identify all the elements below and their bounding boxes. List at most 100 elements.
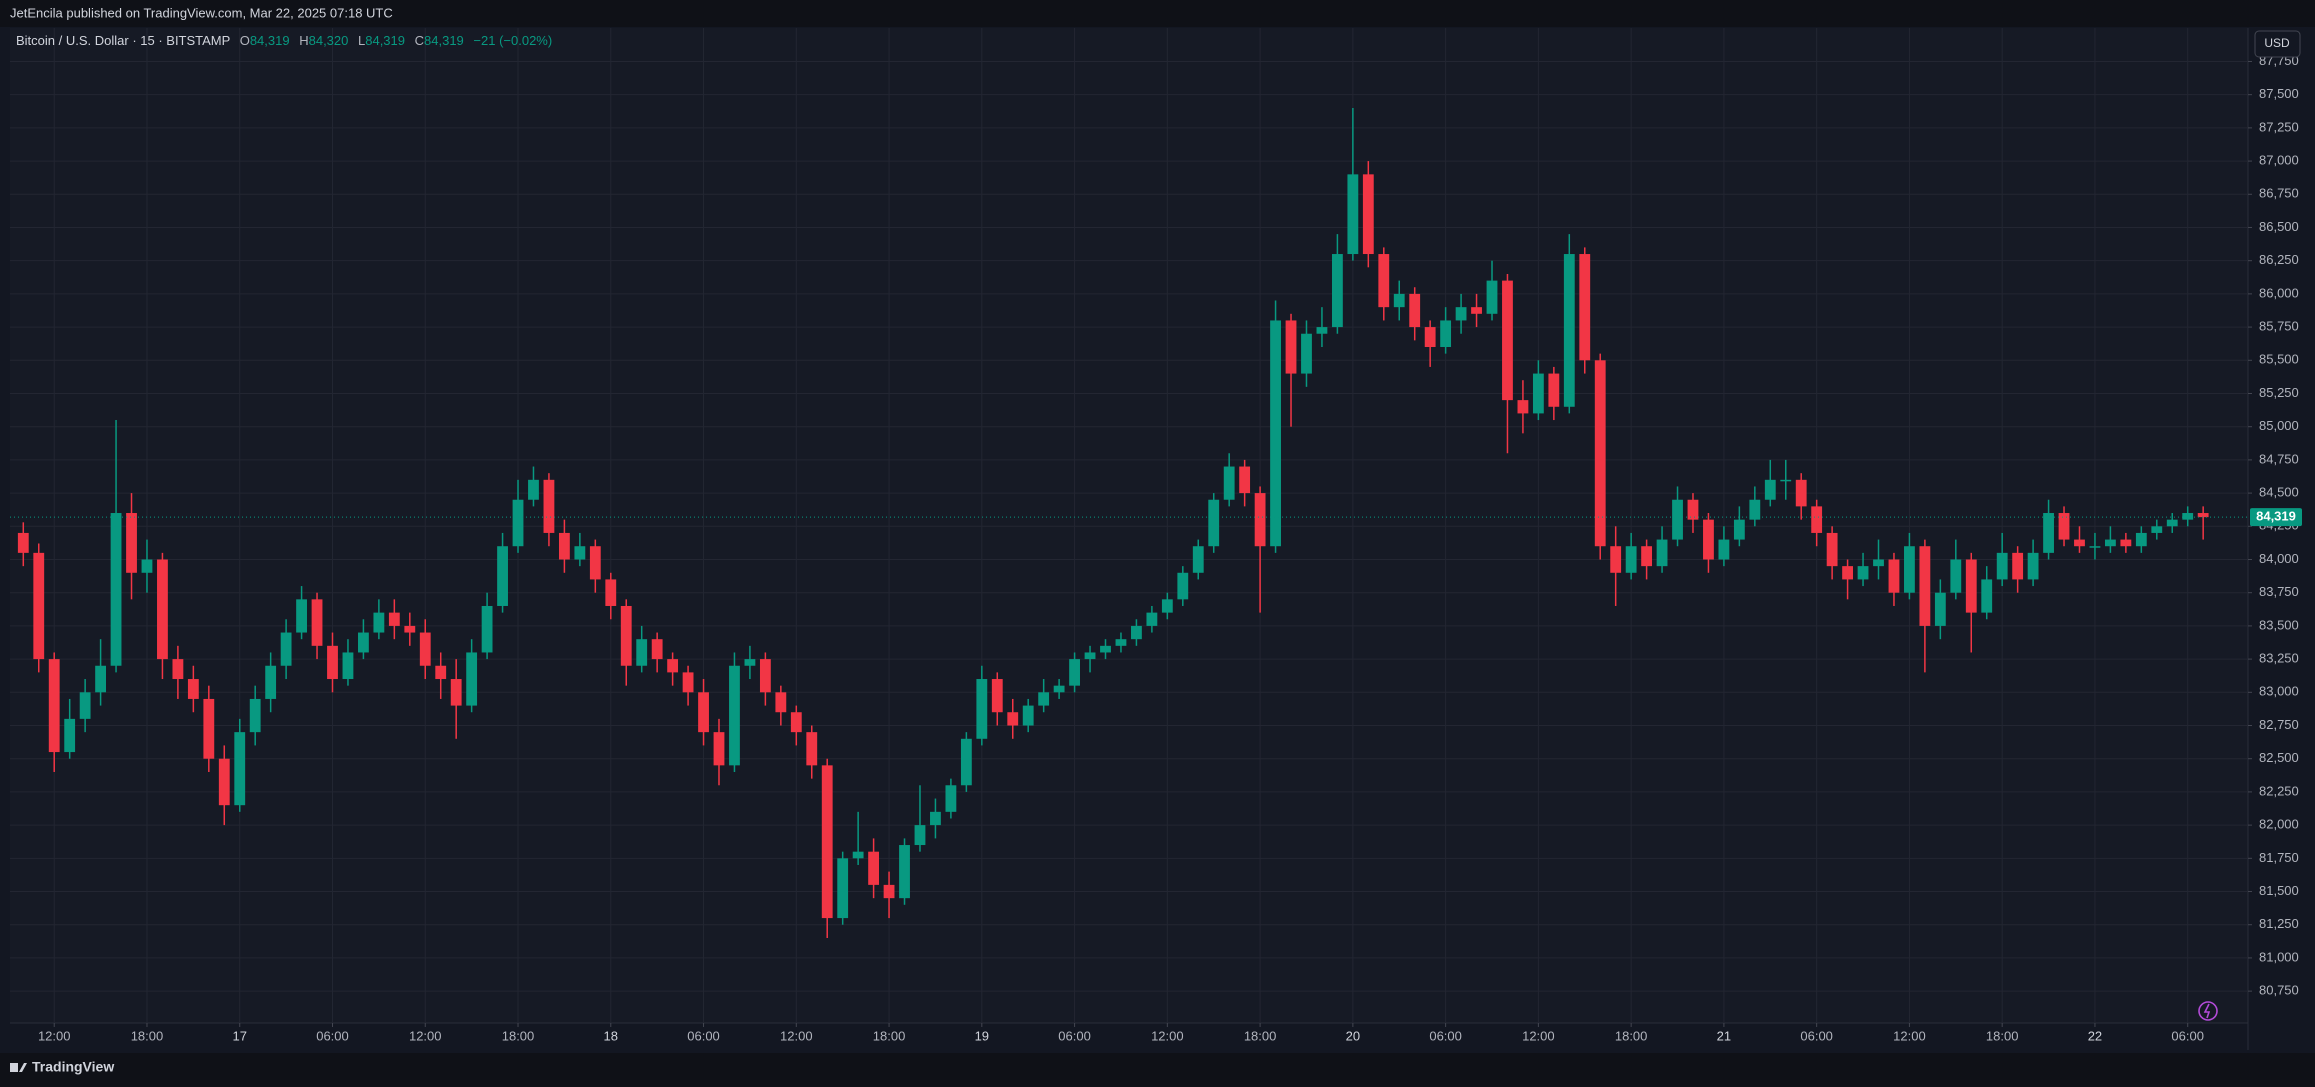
candle-body	[1873, 559, 1884, 567]
candle-body	[1563, 254, 1575, 407]
candle-body	[991, 679, 1003, 713]
y-tick-label: 87,250	[2259, 119, 2299, 134]
ohlc-value: 84,320	[309, 33, 349, 48]
candle-body	[1424, 327, 1436, 348]
x-tick-label: 18	[604, 1028, 618, 1043]
candle-body	[713, 732, 725, 766]
x-tick-label: 18:00	[1615, 1028, 1648, 1043]
y-tick-label: 83,750	[2259, 584, 2299, 599]
candle-body	[342, 652, 354, 680]
candle-body	[1672, 499, 1683, 540]
candle-body	[218, 758, 230, 806]
candle-body	[960, 738, 972, 786]
candle-body	[1656, 539, 1668, 567]
ohlc-value: 84,319	[250, 33, 290, 48]
candle-body	[1022, 705, 1034, 726]
candle-body	[1764, 479, 1776, 500]
y-tick-label: 82,750	[2259, 717, 2299, 732]
candle-body	[1780, 479, 1792, 482]
ohlc-key: L	[358, 33, 365, 48]
y-tick-label: 83,500	[2259, 617, 2299, 632]
x-tick-label: 18:00	[502, 1028, 535, 1043]
candle-body	[296, 599, 307, 633]
candle-body	[1285, 320, 1297, 374]
y-tick-label: 82,250	[2259, 783, 2299, 798]
candle-body	[327, 645, 338, 680]
candle-body	[1239, 466, 1251, 494]
candle-body	[1270, 320, 1281, 547]
candle-body	[1811, 506, 1823, 533]
currency-button[interactable]	[2254, 30, 2301, 58]
y-tick-label: 84,500	[2259, 485, 2299, 500]
y-tick-label: 82,500	[2259, 750, 2299, 765]
candle-body	[1069, 659, 1080, 686]
y-tick-label: 83,000	[2259, 684, 2299, 699]
candle-body	[388, 612, 400, 626]
candle-body	[1703, 519, 1714, 560]
x-tick-label: 12:00	[38, 1028, 71, 1043]
candle-body	[1965, 559, 1977, 613]
x-tick-label: 21	[1717, 1028, 1731, 1043]
candle-body	[1208, 499, 1220, 547]
candle-body	[1161, 599, 1173, 613]
candle-body	[203, 698, 215, 759]
x-tick-label: 06:00	[1058, 1028, 1091, 1043]
candle-body	[2043, 513, 2054, 553]
last-price-label: 84,319	[2256, 509, 2296, 524]
y-tick-label: 81,250	[2259, 916, 2299, 931]
candle-body	[280, 632, 292, 666]
candle-body	[790, 712, 802, 733]
header-bar	[0, 0, 2315, 27]
candle-body	[636, 639, 648, 666]
footer-bar	[0, 1053, 2315, 1087]
candle-body	[1007, 712, 1019, 726]
candle-body	[1548, 373, 1560, 407]
x-tick-label: 12:00	[1522, 1028, 1555, 1043]
candle-body	[435, 665, 447, 680]
candle-body	[1610, 546, 1622, 573]
candle-body	[1842, 566, 1853, 580]
candle-body	[1177, 572, 1189, 600]
logo	[10, 1063, 27, 1072]
change: −21 (−0.02%)	[473, 33, 552, 48]
x-tick-label: 20	[1346, 1028, 1360, 1043]
candle-body	[48, 659, 60, 753]
candle-body	[2120, 539, 2132, 547]
candle-body	[1192, 546, 1204, 573]
candle-body	[79, 692, 91, 719]
currency[interactable]: USD	[2264, 36, 2290, 50]
candle-body	[157, 559, 168, 660]
candle-body	[1393, 293, 1405, 308]
candle-body	[620, 605, 632, 666]
candle-body	[1594, 360, 1606, 547]
candle-body	[2182, 513, 2194, 520]
candle-body	[2012, 552, 2024, 580]
candles	[10, 107, 2248, 939]
y-tick-label: 86,750	[2259, 186, 2299, 201]
candle-body	[852, 851, 864, 859]
x-tick-label: 06:00	[687, 1028, 720, 1043]
candle-body	[1362, 174, 1374, 255]
replay-icon[interactable]	[2198, 1001, 2218, 1021]
candle-body	[141, 559, 153, 573]
candle-body	[806, 732, 818, 766]
candle-body	[543, 479, 555, 533]
candle-body	[2058, 513, 2070, 540]
candle-body	[744, 659, 756, 666]
candle-body	[2089, 546, 2101, 548]
candle-body	[868, 851, 880, 885]
candle-body	[1440, 320, 1452, 348]
y-tick-label: 81,500	[2259, 883, 2299, 898]
candle-body	[172, 659, 184, 680]
candle-body	[1888, 559, 1900, 593]
candle-body	[2166, 519, 2178, 527]
candle-body	[775, 692, 787, 713]
candle-body	[651, 639, 663, 660]
candle-body	[1687, 499, 1699, 520]
candle-body	[528, 479, 539, 500]
candle-body	[265, 665, 277, 699]
ohlc-value: 84,319	[365, 33, 405, 48]
candle-body	[2197, 513, 2209, 518]
candle-body	[1996, 552, 2008, 580]
candle-body	[497, 546, 508, 606]
